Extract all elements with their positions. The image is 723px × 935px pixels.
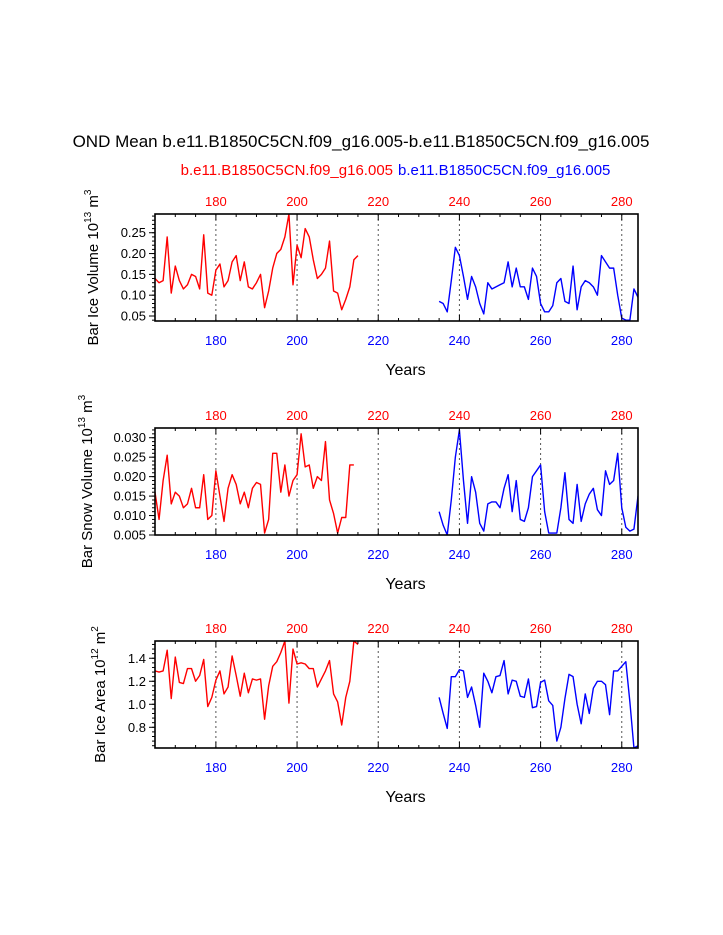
bottom-tick-label: 280: [611, 760, 633, 775]
top-tick-label: 180: [205, 194, 227, 209]
panel-snow-volume: 0.005 0.010 0.015 0.020 0.025 0.030 180 200 220 2…: [77, 394, 639, 593]
top-tick-label: 260: [530, 408, 552, 423]
top-tick-label: 220: [367, 621, 389, 636]
bottom-tick-label: 220: [367, 547, 389, 562]
top-tick-label: 220: [367, 194, 389, 209]
top-tick-label: 240: [449, 194, 471, 209]
series-line-red: [155, 214, 359, 311]
y-tick-label: 0.030: [113, 430, 146, 445]
top-tick-label: 240: [449, 621, 471, 636]
panel-ice-area: 0.8 1.0 1.2 1.4 180 200 220 240 260 280 180 200 220 2…: [90, 621, 639, 806]
top-tick-label: 280: [611, 194, 633, 209]
bottom-tick-label: 180: [205, 547, 227, 562]
plot-frame: [154, 640, 639, 749]
bottom-tick-label: 280: [611, 547, 633, 562]
y-tick-label: 1.0: [128, 697, 146, 712]
bottom-tick-label: 180: [205, 760, 227, 775]
top-tick-label: 240: [449, 408, 471, 423]
case-label-blue: b.e11.B1850C5CN.f09_g16.005: [398, 162, 610, 179]
y-axis-label: Bar Snow Volume 1013 m3: [77, 394, 96, 568]
figure-title: OND Mean b.e11.B1850C5CN.f09_g16.005-b.e…: [73, 132, 650, 151]
bottom-tick-label: 220: [367, 333, 389, 348]
y-tick-label: 0.005: [113, 528, 146, 543]
top-tick-label: 180: [205, 621, 227, 636]
y-tick-label: 0.20: [121, 246, 146, 261]
y-tick-label: 0.010: [113, 508, 146, 523]
top-tick-label: 280: [611, 408, 633, 423]
bottom-tick-label: 260: [530, 547, 552, 562]
series-line-red: [155, 641, 359, 726]
bottom-tick-label: 220: [367, 760, 389, 775]
y-tick-label: 0.15: [121, 267, 146, 282]
x-axis-label: Years: [385, 789, 425, 806]
y-tick-label: 0.10: [121, 288, 146, 303]
bottom-tick-label: 200: [286, 760, 308, 775]
bottom-tick-label: 240: [449, 333, 471, 348]
y-axis-label: Bar Ice Area 1012 m2: [90, 626, 109, 763]
plot-frame: [154, 213, 639, 322]
bottom-tick-label: 240: [449, 760, 471, 775]
top-tick-label: 260: [530, 621, 552, 636]
top-tick-label: 200: [286, 621, 308, 636]
y-tick-label: 1.4: [128, 651, 146, 666]
top-tick-label: 200: [286, 194, 308, 209]
top-tick-label: 220: [367, 408, 389, 423]
y-tick-label: 0.8: [128, 720, 146, 735]
case-label-red: b.e11.B1850C5CN.f09_g16.005: [181, 162, 393, 179]
series-line-red: [155, 433, 354, 534]
bottom-tick-label: 260: [530, 760, 552, 775]
panel-ice-volume: 0.05 0.10 0.15 0.20 0.25 180 200 220 240 260 280 18…: [83, 189, 639, 379]
y-tick-label: 0.020: [113, 469, 146, 484]
bottom-tick-label: 240: [449, 547, 471, 562]
y-tick-label: 0.015: [113, 489, 146, 504]
bottom-tick-label: 200: [286, 547, 308, 562]
top-tick-label: 180: [205, 408, 227, 423]
top-tick-label: 260: [530, 194, 552, 209]
top-tick-label: 280: [611, 621, 633, 636]
x-axis-label: Years: [385, 576, 425, 593]
series-line-blue: [438, 246, 638, 321]
y-tick-label: 0.25: [121, 225, 146, 240]
bottom-tick-label: 200: [286, 333, 308, 348]
series-line-blue: [438, 659, 638, 748]
plot-frame: [154, 427, 639, 536]
y-tick-label: 1.2: [128, 674, 146, 689]
bottom-tick-label: 180: [205, 333, 227, 348]
y-tick-label: 0.05: [121, 309, 146, 324]
bottom-tick-label: 280: [611, 333, 633, 348]
top-tick-label: 200: [286, 408, 308, 423]
bottom-tick-label: 260: [530, 333, 552, 348]
x-axis-label: Years: [385, 362, 425, 379]
y-tick-label: 0.025: [113, 450, 146, 465]
y-axis-label: Bar Ice Volume 1013 m3: [83, 189, 102, 345]
series-line-blue: [438, 429, 638, 535]
